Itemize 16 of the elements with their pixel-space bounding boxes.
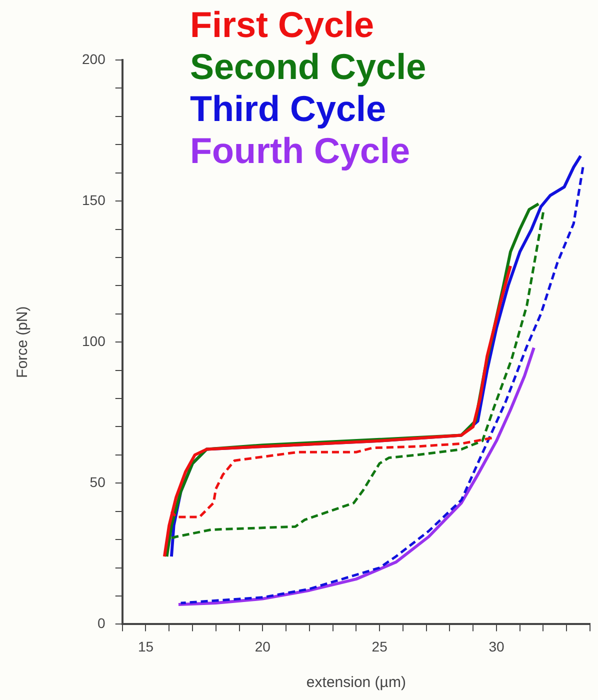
text: Fourth Cycle	[190, 130, 412, 172]
text: Third Cycle	[190, 88, 388, 130]
x-tick-label: 20	[254, 638, 271, 654]
y-tick-label: 200	[82, 50, 106, 67]
y-tick-label: 100	[82, 332, 106, 349]
x-tick-label: 25	[372, 638, 388, 654]
y-tick-label: 50	[90, 474, 106, 490]
x-axis-title: extension (µm)	[306, 674, 406, 692]
y-tick-label: 0	[98, 615, 106, 632]
y-tick-label: 150	[82, 192, 106, 208]
x-tick-label: 15	[138, 638, 154, 654]
x-tick-label: 30	[488, 638, 504, 654]
text: Second Cycle	[190, 46, 426, 88]
text: First Cycle	[190, 4, 376, 46]
line-series	[170, 436, 494, 518]
y-axis-title: Force (pN)	[14, 306, 32, 378]
